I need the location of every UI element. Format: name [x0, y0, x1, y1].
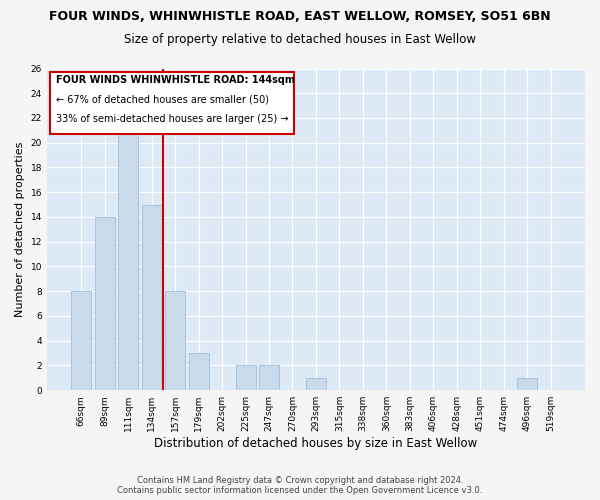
Text: Contains HM Land Registry data © Crown copyright and database right 2024.
Contai: Contains HM Land Registry data © Crown c…: [118, 476, 482, 495]
Bar: [118, 118, 138, 390]
Text: FOUR WINDS WHINWHISTLE ROAD: 144sqm: FOUR WINDS WHINWHISTLE ROAD: 144sqm: [56, 75, 295, 85]
Bar: [165, 291, 185, 390]
Bar: [517, 378, 537, 390]
Text: ← 67% of detached houses are smaller (50): ← 67% of detached houses are smaller (50…: [56, 94, 269, 104]
Bar: [306, 378, 326, 390]
FancyBboxPatch shape: [50, 72, 295, 134]
Bar: [95, 217, 115, 390]
Bar: [71, 291, 91, 390]
Text: Size of property relative to detached houses in East Wellow: Size of property relative to detached ho…: [124, 32, 476, 46]
Text: 33% of semi-detached houses are larger (25) →: 33% of semi-detached houses are larger (…: [56, 114, 289, 124]
Bar: [188, 353, 209, 390]
Y-axis label: Number of detached properties: Number of detached properties: [15, 142, 25, 317]
Text: FOUR WINDS, WHINWHISTLE ROAD, EAST WELLOW, ROMSEY, SO51 6BN: FOUR WINDS, WHINWHISTLE ROAD, EAST WELLO…: [49, 10, 551, 23]
X-axis label: Distribution of detached houses by size in East Wellow: Distribution of detached houses by size …: [154, 437, 478, 450]
Bar: [236, 366, 256, 390]
Bar: [142, 204, 162, 390]
Bar: [259, 366, 279, 390]
